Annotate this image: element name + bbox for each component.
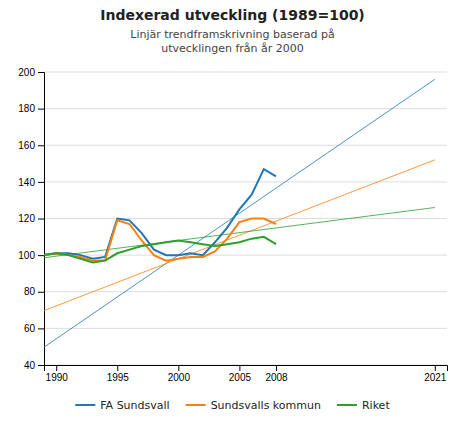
y-tick: 120 <box>18 213 44 224</box>
grid-line <box>44 218 447 219</box>
x-axis: 1990 1995 2000 2005 2008 2021 <box>45 365 448 383</box>
x-tick-label: 1995 <box>107 372 130 383</box>
legend-item: FA Sundsvall <box>75 399 169 412</box>
x-tick: 1995 <box>107 365 130 383</box>
y-tick-mark <box>38 219 44 220</box>
y-tick-label: 40 <box>24 360 36 371</box>
x-tick: 2008 <box>265 365 288 383</box>
x-tick-label: 1990 <box>46 372 69 383</box>
subtitle: Linjär trendframskrivning baserad på <box>130 28 335 41</box>
y-tick-mark <box>38 328 44 329</box>
grid-line <box>44 255 447 256</box>
x-tick-label: 2005 <box>229 372 252 383</box>
x-tick-mark <box>435 365 436 371</box>
plot-area <box>44 79 435 347</box>
legend-label: Riket <box>362 399 390 412</box>
legend-swatch <box>75 404 95 406</box>
grid <box>44 72 447 365</box>
x-tick-mark <box>117 365 118 371</box>
y-tick-mark <box>38 145 44 146</box>
trend-line <box>44 160 435 311</box>
y-tick-label: 60 <box>24 323 36 334</box>
y-tick-mark <box>38 255 44 256</box>
y-tick-label: 160 <box>18 140 35 151</box>
x-tick: 2005 <box>229 365 252 383</box>
x-tick-label: 2021 <box>424 372 447 383</box>
grid-line <box>44 328 447 329</box>
trend-line <box>44 79 435 347</box>
legend-item: Sundsvalls kommun <box>186 399 321 412</box>
grid-line <box>44 291 447 292</box>
legend-swatch <box>186 404 206 406</box>
y-tick-mark <box>38 72 44 73</box>
y-tick: 140 <box>18 177 44 188</box>
y-tick: 200 <box>18 67 44 78</box>
y-tick: 180 <box>18 103 44 114</box>
x-tick-mark <box>276 365 277 371</box>
y-tick-label: 200 <box>18 67 35 78</box>
y-tick: 40 <box>24 360 44 371</box>
grid-line <box>44 181 447 182</box>
y-tick-label: 100 <box>18 250 35 261</box>
chart: Indexerad utveckling (1989=100) Linjär tr… <box>0 0 465 421</box>
trend-line <box>44 208 435 258</box>
y-tick-label: 80 <box>24 286 36 297</box>
y-tick-label: 140 <box>18 177 35 188</box>
legend-swatch <box>337 404 357 406</box>
y-tick-mark <box>38 292 44 293</box>
x-tick-mark <box>239 365 240 371</box>
y-tick: 80 <box>24 286 44 297</box>
y-tick-label: 180 <box>18 103 35 114</box>
y-tick-mark <box>38 182 44 183</box>
legend-item: Riket <box>337 399 390 412</box>
legend-label: Sundsvalls kommun <box>211 399 321 412</box>
y-tick-label: 120 <box>18 213 35 224</box>
subtitle: utvecklingen från år 2000 <box>161 42 304 55</box>
line <box>44 219 276 261</box>
y-tick: 60 <box>24 323 44 334</box>
x-tick: 2000 <box>168 365 191 383</box>
x-tick-mark <box>56 365 57 371</box>
legend: FA Sundsvall Sundsvalls kommun Riket <box>75 399 390 412</box>
y-tick-mark <box>38 109 44 110</box>
legend-label: FA Sundsvall <box>100 399 169 412</box>
x-tick-mark <box>178 365 179 371</box>
title: Indexerad utveckling (1989=100) <box>100 7 365 23</box>
x-tick: 1990 <box>46 365 69 383</box>
y-axis-line <box>38 73 45 366</box>
y-tick: 160 <box>18 140 44 151</box>
y-tick: 100 <box>18 250 44 261</box>
line <box>44 169 276 259</box>
x-tick-label: 2000 <box>168 372 191 383</box>
grid-line <box>44 108 447 109</box>
grid-line <box>44 145 447 146</box>
x-tick: 2021 <box>424 365 447 383</box>
y-tick-mark <box>38 365 44 366</box>
x-tick-label: 2008 <box>265 372 288 383</box>
line <box>44 237 276 263</box>
x-axis-line <box>45 366 448 372</box>
y-axis: 40 60 80 100 120 140 160 180 200 <box>18 67 44 371</box>
grid-line <box>44 72 447 73</box>
